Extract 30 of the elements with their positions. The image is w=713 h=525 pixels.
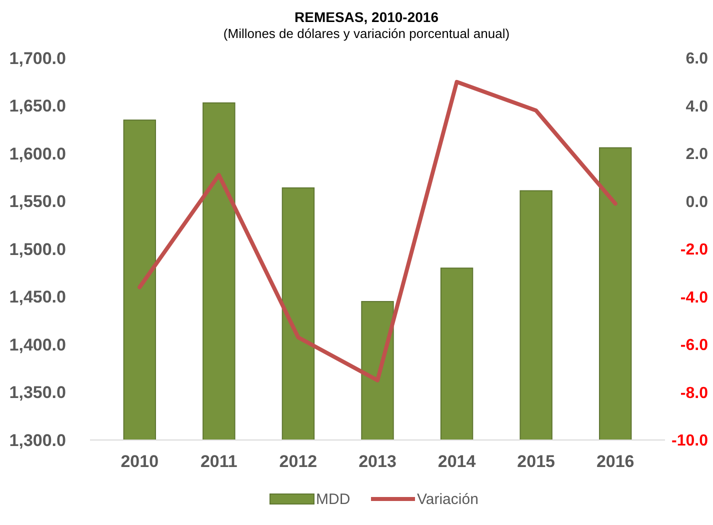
chart-title: REMESAS, 2010-2016 bbox=[294, 9, 439, 25]
x-tick-label: 2015 bbox=[517, 452, 555, 471]
x-tick-label: 2010 bbox=[120, 452, 159, 471]
y-tick-label: 1,500.0 bbox=[9, 240, 66, 259]
y-tick-label: 1,300.0 bbox=[9, 430, 66, 450]
y-tick-label: 1,600.0 bbox=[9, 144, 66, 164]
y2-tick-label: -6.0 bbox=[680, 337, 708, 354]
y2-tick-label: -4.0 bbox=[680, 289, 708, 306]
x-tick-label: 2016 bbox=[596, 452, 634, 471]
y2-tick-label: -8.0 bbox=[680, 384, 708, 402]
y2-tick-label: -2.0 bbox=[680, 242, 708, 259]
y2-tick-label: 2.0 bbox=[686, 146, 708, 164]
y2-tick-label: -10.0 bbox=[672, 432, 708, 450]
chart-subtitle: (Millones de dólares y variación porcentual anual) bbox=[223, 26, 510, 41]
y2-tick-label: 0.0 bbox=[686, 194, 708, 211]
y2-tick-label: 6.0 bbox=[686, 50, 708, 68]
line-series bbox=[138, 80, 618, 382]
x-tick-label: 2013 bbox=[358, 452, 396, 471]
y2-tick-label: 4.0 bbox=[686, 98, 708, 116]
y-tick-label: 1,550.0 bbox=[9, 192, 66, 212]
y-tick-label: 1,350.0 bbox=[9, 383, 66, 402]
y-tick-label: 1,450.0 bbox=[9, 288, 66, 307]
x-tick-label: 2011 bbox=[200, 452, 238, 471]
y-tick-label: 1,700.0 bbox=[9, 48, 66, 68]
y-tick-label: 1,400.0 bbox=[9, 335, 66, 354]
legend-label: Variación bbox=[417, 491, 478, 508]
x-tick-label: 2014 bbox=[438, 452, 476, 471]
legend-label: MDD bbox=[316, 491, 350, 508]
x-tick-label: 2012 bbox=[279, 452, 318, 471]
y-tick-label: 1,650.0 bbox=[9, 96, 66, 116]
